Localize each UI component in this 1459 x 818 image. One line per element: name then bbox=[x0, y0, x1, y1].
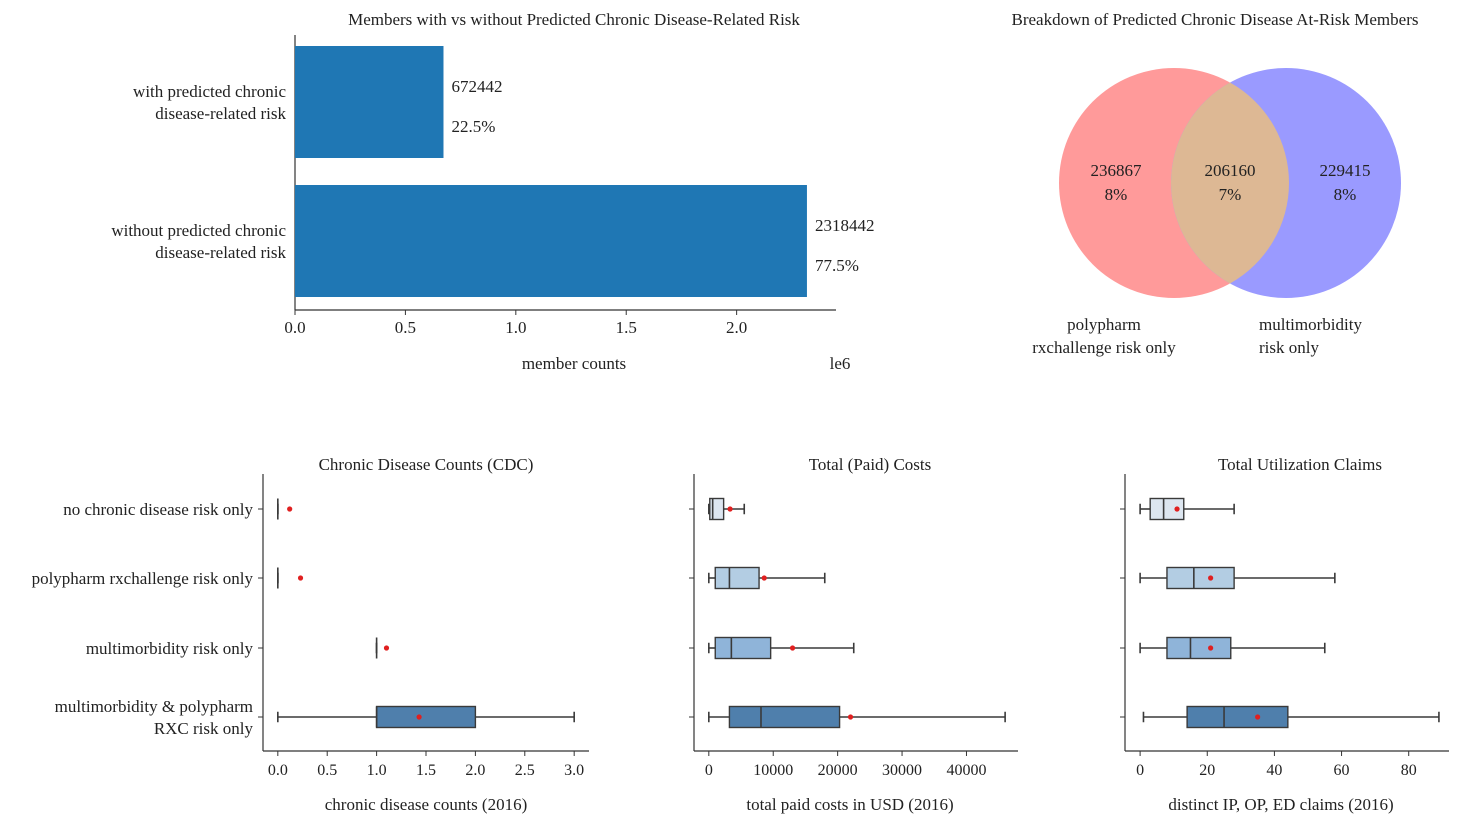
venn-set-label: rxchallenge risk only bbox=[1032, 338, 1176, 357]
box-plot-x-tick-label: 2.0 bbox=[465, 762, 485, 779]
box-plot-x-tick-label: 60 bbox=[1334, 762, 1350, 779]
box-plot-title: Chronic Disease Counts (CDC) bbox=[319, 455, 534, 474]
box-mean-marker bbox=[416, 714, 422, 720]
box-plot-total-utilization-claims: Total Utilization Claims distinct IP, OP,… bbox=[1120, 455, 1449, 814]
venn-left-count: 236867 bbox=[1091, 161, 1143, 180]
box-plot-x-tick-label: 0.0 bbox=[268, 762, 288, 779]
venn-overlap-pct: 7% bbox=[1219, 185, 1242, 204]
box-mean-marker bbox=[287, 506, 293, 512]
box-plot-x-tick-label: 3.0 bbox=[564, 762, 584, 779]
box-plot-x-tick-label: 1.5 bbox=[416, 762, 436, 779]
box-plot-xlabel: distinct IP, OP, ED claims (2016) bbox=[1168, 795, 1393, 814]
bar-chart-x-tick-label: 1.5 bbox=[616, 318, 637, 337]
bar-chart-panel: Members with vs without Predicted Chroni… bbox=[111, 10, 874, 373]
venn-diagram-panel: Breakdown of Predicted Chronic Disease A… bbox=[1012, 10, 1419, 357]
bar-category-label: disease-related risk bbox=[155, 104, 286, 123]
box-plot-x-tick-label: 2.5 bbox=[515, 762, 535, 779]
venn-overlap-count: 206160 bbox=[1205, 161, 1256, 180]
bar-value-label: 672442 bbox=[451, 77, 502, 96]
bar-category-label: disease-related risk bbox=[155, 243, 286, 262]
bar-category-label: without predicted chronic bbox=[111, 221, 286, 240]
bar-chart-x-tick-label: 0.0 bbox=[284, 318, 305, 337]
box-mean-marker bbox=[789, 645, 796, 651]
bar-chart-x-tick-label: 2.0 bbox=[726, 318, 747, 337]
bar-chart-title: Members with vs without Predicted Chroni… bbox=[348, 10, 800, 29]
venn-right-count: 229415 bbox=[1320, 161, 1371, 180]
box-mean-marker bbox=[1255, 714, 1261, 720]
bar bbox=[295, 46, 444, 158]
box-mean-marker bbox=[847, 714, 854, 720]
bar-chart-x-tick-label: 1.0 bbox=[505, 318, 526, 337]
box-plot-title: Total (Paid) Costs bbox=[809, 455, 932, 474]
box-mean-marker bbox=[727, 506, 733, 512]
box-mean-marker bbox=[297, 575, 304, 581]
box-plot-x-tick-label: 40000 bbox=[946, 762, 986, 779]
venn-set-label: polypharm bbox=[1067, 315, 1141, 334]
bar-chart-xlabel: member counts bbox=[522, 354, 626, 373]
box-iqr bbox=[709, 497, 725, 521]
bar-pct-label: 22.5% bbox=[451, 117, 495, 136]
box-plot-chronic-disease-counts: Chronic Disease Counts (CDC) chronic dise… bbox=[32, 455, 589, 814]
box-iqr bbox=[714, 566, 760, 590]
box-mean-marker bbox=[1208, 575, 1214, 581]
box-iqr bbox=[1149, 497, 1185, 521]
bar bbox=[295, 185, 807, 297]
bar-pct-label: 77.5% bbox=[815, 256, 859, 275]
bar-chart-x-tick-label: 0.5 bbox=[395, 318, 416, 337]
box-plot-xlabel: chronic disease counts (2016) bbox=[325, 795, 528, 814]
venn-right-pct: 8% bbox=[1334, 185, 1357, 204]
box-plot-category-label: RXC risk only bbox=[154, 719, 254, 738]
box-plot-x-tick-label: 0 bbox=[705, 762, 713, 779]
box-iqr bbox=[728, 705, 841, 729]
box-plot-xlabel: total paid costs in USD (2016) bbox=[746, 795, 953, 814]
box-mean-marker bbox=[1208, 645, 1214, 651]
box-plot-x-tick-label: 0 bbox=[1136, 762, 1144, 779]
venn-set-label: risk only bbox=[1259, 338, 1319, 357]
box-mean-marker bbox=[383, 645, 390, 651]
bar-value-label: 2318442 bbox=[815, 216, 875, 235]
bar-chart-offset-label: le6 bbox=[830, 354, 851, 373]
box-plot-x-tick-label: 20 bbox=[1199, 762, 1215, 779]
box-iqr bbox=[714, 636, 772, 660]
box-plot-x-tick-label: 10000 bbox=[753, 762, 793, 779]
venn-title: Breakdown of Predicted Chronic Disease A… bbox=[1012, 10, 1419, 29]
box-plot-x-tick-label: 1.0 bbox=[367, 762, 387, 779]
box-plot-x-tick-label: 30000 bbox=[882, 762, 922, 779]
box-plot-x-tick-label: 0.5 bbox=[317, 762, 337, 779]
box-iqr bbox=[1186, 705, 1289, 729]
box-plot-category-label: no chronic disease risk only bbox=[63, 500, 253, 519]
box-plot-total-paid-costs: Total (Paid) Costs total paid costs in US… bbox=[689, 455, 1018, 814]
box-plot-category-label: multimorbidity risk only bbox=[86, 639, 254, 658]
box-plot-x-tick-label: 40 bbox=[1266, 762, 1282, 779]
box-plot-category-label: multimorbidity & polypharm bbox=[55, 697, 253, 716]
venn-left-pct: 8% bbox=[1105, 185, 1128, 204]
box-mean-marker bbox=[761, 575, 767, 581]
box-plot-title: Total Utilization Claims bbox=[1218, 455, 1382, 474]
venn-overlap bbox=[1171, 82, 1289, 284]
box-plot-category-label: polypharm rxchallenge risk only bbox=[32, 569, 254, 588]
box-plot-x-tick-label: 80 bbox=[1401, 762, 1417, 779]
venn-set-label: multimorbidity bbox=[1259, 315, 1362, 334]
box-iqr bbox=[375, 705, 477, 729]
box-iqr bbox=[1166, 566, 1235, 590]
box-iqr bbox=[1166, 636, 1232, 660]
bar-category-label: with predicted chronic bbox=[133, 82, 286, 101]
box-plot-x-tick-label: 20000 bbox=[818, 762, 858, 779]
box-mean-marker bbox=[1174, 506, 1180, 512]
